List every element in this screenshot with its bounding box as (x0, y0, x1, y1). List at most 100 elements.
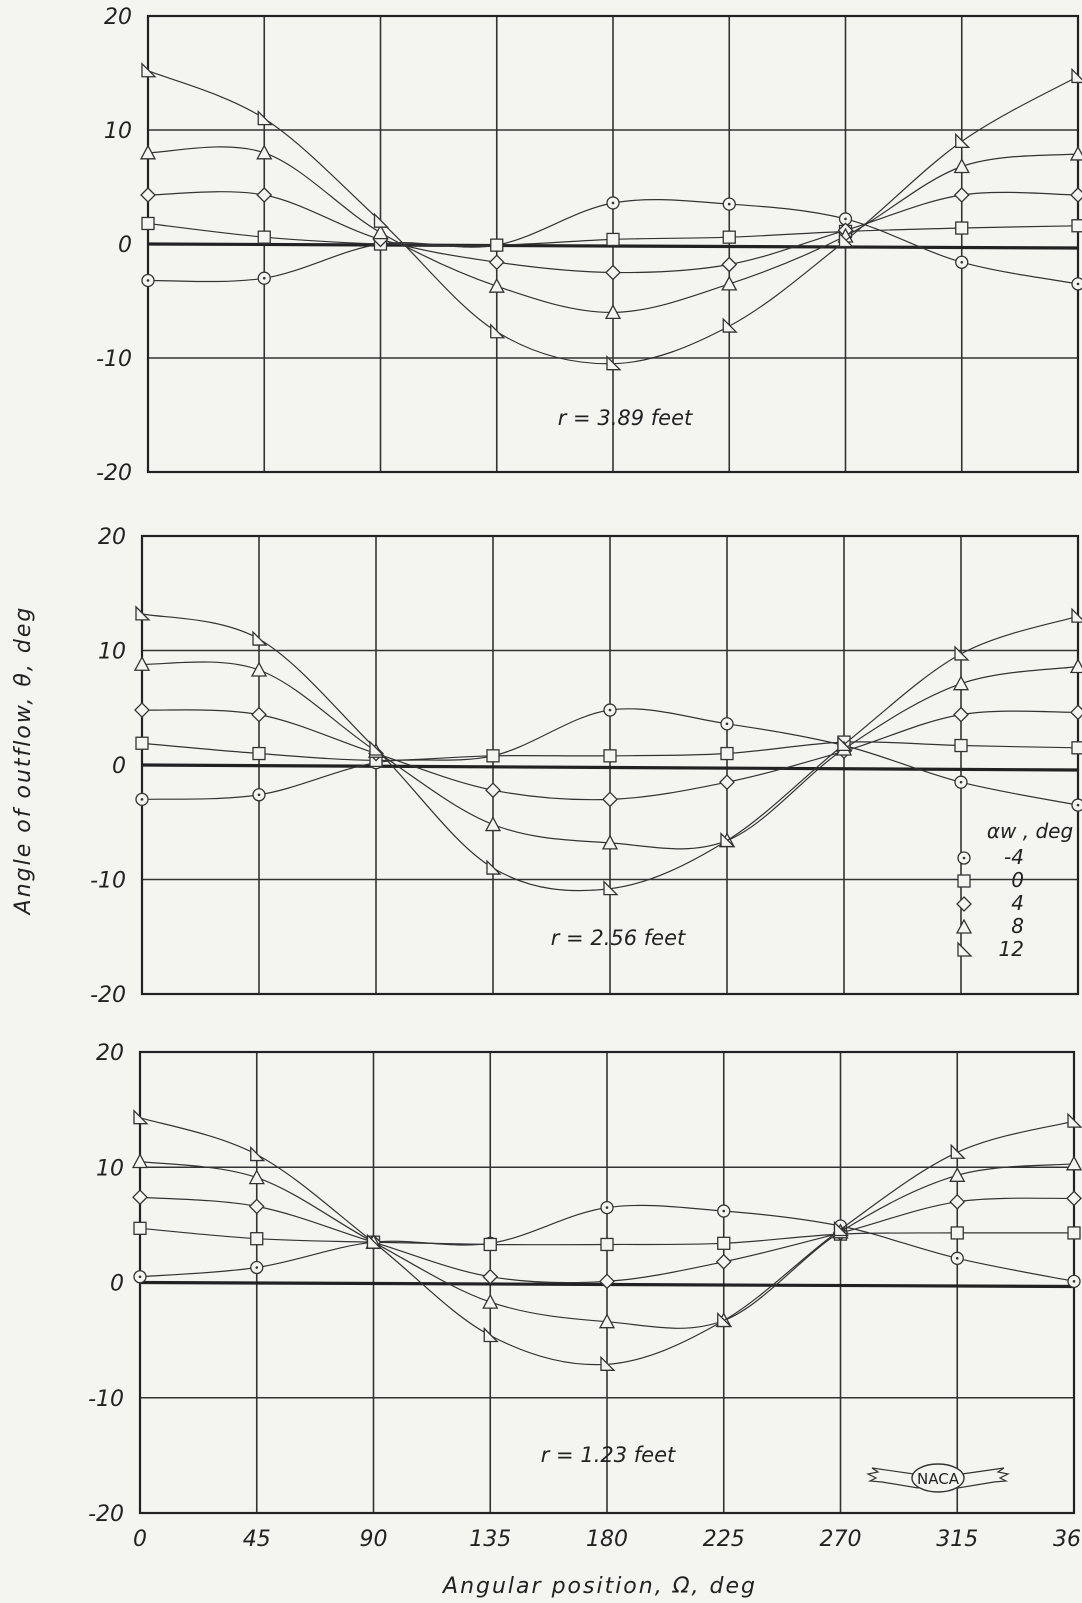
data-point (369, 740, 385, 756)
data-point (603, 703, 617, 717)
series-square (135, 735, 1082, 768)
x-tick-label: 270 (820, 1527, 862, 1552)
chart-panel-2: 20 10 0 -10 -20 r = 2.56 feet (90, 525, 1082, 1008)
data-point (1067, 1112, 1082, 1128)
zero-line (141, 763, 1079, 772)
circle-marker-dot (725, 722, 729, 726)
data-point (135, 736, 149, 750)
data-point (482, 1293, 499, 1309)
data-point (133, 655, 151, 671)
circle-marker-dot (262, 276, 266, 280)
x-tick-label: 225 (703, 1527, 745, 1552)
data-point (837, 735, 853, 752)
diamond-marker (485, 782, 501, 799)
data-point (483, 1237, 497, 1252)
triangle-marker (250, 661, 268, 677)
data-point (1069, 658, 1082, 674)
data-point (1067, 1274, 1081, 1288)
square-marker (954, 738, 968, 753)
square-marker (1071, 219, 1082, 233)
data-point (838, 232, 855, 248)
radius-annotation: r = 2.56 feet (551, 926, 686, 950)
flagged-triangle-marker (1071, 607, 1082, 623)
data-point (722, 317, 738, 333)
flagged-triangle-marker (957, 941, 973, 957)
data-point (140, 187, 156, 203)
data-point (1066, 1190, 1082, 1207)
data-point (603, 749, 617, 763)
y-tick-label: -10 (88, 1387, 124, 1412)
square-marker (1067, 1226, 1081, 1240)
data-point (139, 144, 157, 160)
square-marker (257, 230, 271, 244)
chart-panel-3: 20 10 0 -10 -20 r = 1.23 feet (88, 1041, 1082, 1527)
square-marker (950, 1226, 964, 1240)
data-point (252, 630, 268, 646)
diamond-marker (953, 706, 969, 723)
square-marker (720, 746, 734, 761)
flagged-triangle-marker (486, 859, 502, 875)
data-point (257, 230, 271, 244)
y-tick-label: 0 (118, 233, 132, 258)
square-marker (141, 216, 155, 231)
data-point (1065, 1155, 1082, 1171)
data-point (135, 605, 151, 621)
data-point (722, 230, 736, 244)
diamond-marker (599, 1273, 615, 1290)
naca-wing-left-icon (866, 1467, 930, 1489)
diamond-marker (956, 896, 972, 912)
data-point (721, 256, 738, 273)
radius-annotation: r = 3.89 feet (558, 406, 693, 430)
data-point (1070, 187, 1082, 203)
diamond-marker (721, 256, 738, 273)
data-point (490, 238, 504, 252)
flagged-triangle-marker (483, 1326, 499, 1343)
data-point (256, 187, 273, 203)
data-point (248, 1198, 265, 1215)
x-tick-label: 180 (586, 1527, 628, 1552)
triangle-marker (488, 277, 505, 293)
data-point (953, 187, 970, 203)
diamond-marker (251, 706, 267, 723)
data-point (250, 1232, 264, 1246)
data-point (715, 1253, 732, 1270)
triangle-marker (482, 1293, 499, 1309)
data-point (1071, 277, 1082, 291)
data-point (953, 706, 969, 723)
data-point (486, 859, 502, 875)
flagged-triangle-marker (133, 1109, 149, 1125)
data-point (141, 62, 157, 78)
circle-marker-dot (611, 201, 615, 205)
data-point (599, 1273, 615, 1290)
y-tick-label: 20 (96, 1041, 124, 1066)
y-tick-label: -20 (88, 1502, 124, 1527)
data-point (141, 273, 155, 288)
legend-entry-label: 8 (1011, 914, 1024, 938)
x-tick-label: 0 (133, 1527, 147, 1552)
diamond-marker (1070, 187, 1082, 203)
circle-marker-dot (140, 798, 144, 801)
flagged-triangle-marker (838, 232, 855, 248)
chart-panels: 20 10 0 -10 -20 r = 3.89 feet 20 10 0 -10 -20 r = 2… (88, 5, 1082, 1527)
legend-entry: 0 (957, 868, 1024, 892)
data-point (954, 645, 970, 661)
data-point (949, 1193, 966, 1210)
data-point (485, 782, 501, 799)
diamond-marker (1070, 704, 1082, 721)
data-point (482, 1268, 499, 1285)
data-point (488, 254, 505, 271)
flagged-triangle-marker (369, 740, 385, 756)
flagged-triangle-marker (600, 1355, 616, 1371)
triangle-marker (133, 655, 151, 671)
diamond-marker (248, 1198, 265, 1215)
data-point (720, 832, 736, 848)
flagged-triangle-marker (1067, 1112, 1082, 1128)
square-marker (722, 230, 736, 244)
circle-marker-dot (722, 1209, 726, 1213)
data-point (950, 1143, 966, 1159)
legend-entry: 12 (957, 937, 1024, 961)
diamond-marker (256, 187, 273, 203)
flagged-triangle-marker (1071, 67, 1082, 84)
y-tick-label: -20 (96, 461, 132, 486)
